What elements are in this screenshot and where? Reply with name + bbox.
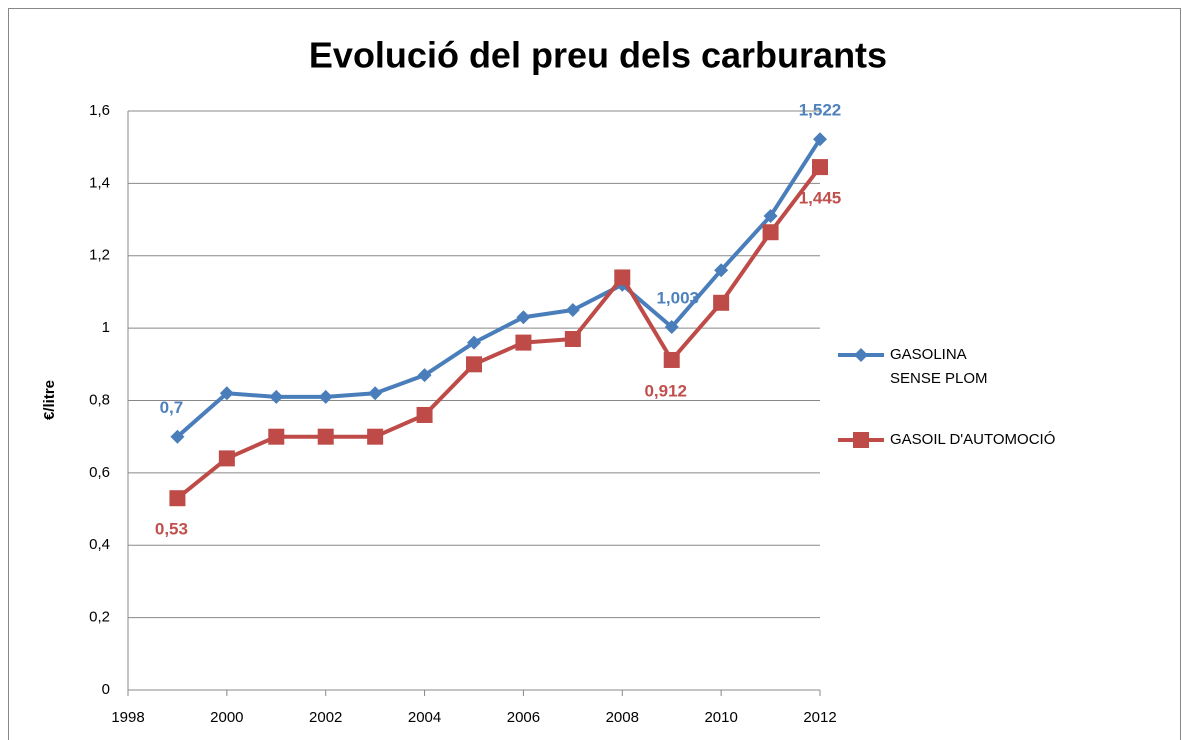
chart-border (8, 8, 1181, 740)
data-label: 0,53 (155, 520, 188, 539)
x-tick-label: 2008 (606, 709, 639, 726)
y-tick-label: 0,4 (89, 536, 110, 553)
marker (218, 450, 235, 467)
x-tick-label: 2006 (507, 709, 540, 726)
marker (416, 406, 433, 423)
data-label: 0,7 (160, 398, 184, 417)
y-tick-label: 1,2 (89, 247, 110, 264)
marker (763, 208, 778, 223)
marker (466, 356, 482, 373)
marker (813, 132, 827, 147)
marker (268, 428, 285, 445)
data-label: 1,003 (656, 289, 699, 308)
marker (713, 294, 730, 311)
x-tick-label: 2004 (408, 709, 441, 726)
y-tick-label: 1,6 (89, 102, 110, 119)
x-tick-label: 2012 (803, 709, 836, 726)
marker (564, 330, 581, 347)
marker (318, 389, 333, 404)
data-label: 1,445 (799, 189, 842, 208)
marker (663, 351, 680, 368)
y-tick-label: 0 (102, 681, 110, 698)
legend-item: GASOLINA SENSE PLOM (838, 343, 1000, 391)
marker (170, 429, 185, 444)
x-tick-label: 2002 (309, 709, 342, 726)
marker (714, 263, 729, 278)
marker (812, 159, 828, 176)
x-tick-label: 2000 (210, 709, 243, 726)
marker (515, 334, 532, 351)
marker (614, 269, 631, 286)
marker (269, 389, 284, 404)
legend-item: GASOIL D'AUTOMOCIÓ (838, 428, 1055, 452)
legend-label: GASOIL D'AUTOMOCIÓ (890, 431, 1056, 448)
data-label: 1,522 (799, 101, 842, 120)
marker (762, 224, 779, 241)
marker (565, 303, 580, 318)
data-label: 0,912 (644, 381, 687, 400)
chart-title: Evolució del preu dels carburants (309, 35, 887, 76)
marker (467, 335, 481, 350)
y-axis-label: €/litre (41, 380, 58, 420)
series-line (176, 165, 822, 500)
marker (417, 368, 432, 383)
y-tick-label: 1 (102, 319, 110, 336)
marker (368, 386, 383, 401)
marker (664, 320, 679, 335)
x-tick-label: 2010 (704, 709, 737, 726)
legend-symbol (838, 432, 884, 448)
legend-symbol (838, 348, 884, 362)
marker (317, 428, 334, 445)
marker (367, 428, 384, 445)
y-tick-label: 0,8 (89, 391, 110, 408)
x-tick-label: 1998 (111, 709, 144, 726)
y-tick-label: 1,4 (89, 174, 110, 191)
marker (219, 386, 234, 401)
series-line (176, 138, 822, 439)
y-tick-label: 0,2 (89, 609, 110, 626)
marker (516, 310, 531, 325)
legend-label: GASOLINA SENSE PLOM (890, 346, 988, 387)
marker (169, 490, 186, 507)
y-tick-label: 0,6 (89, 464, 110, 481)
